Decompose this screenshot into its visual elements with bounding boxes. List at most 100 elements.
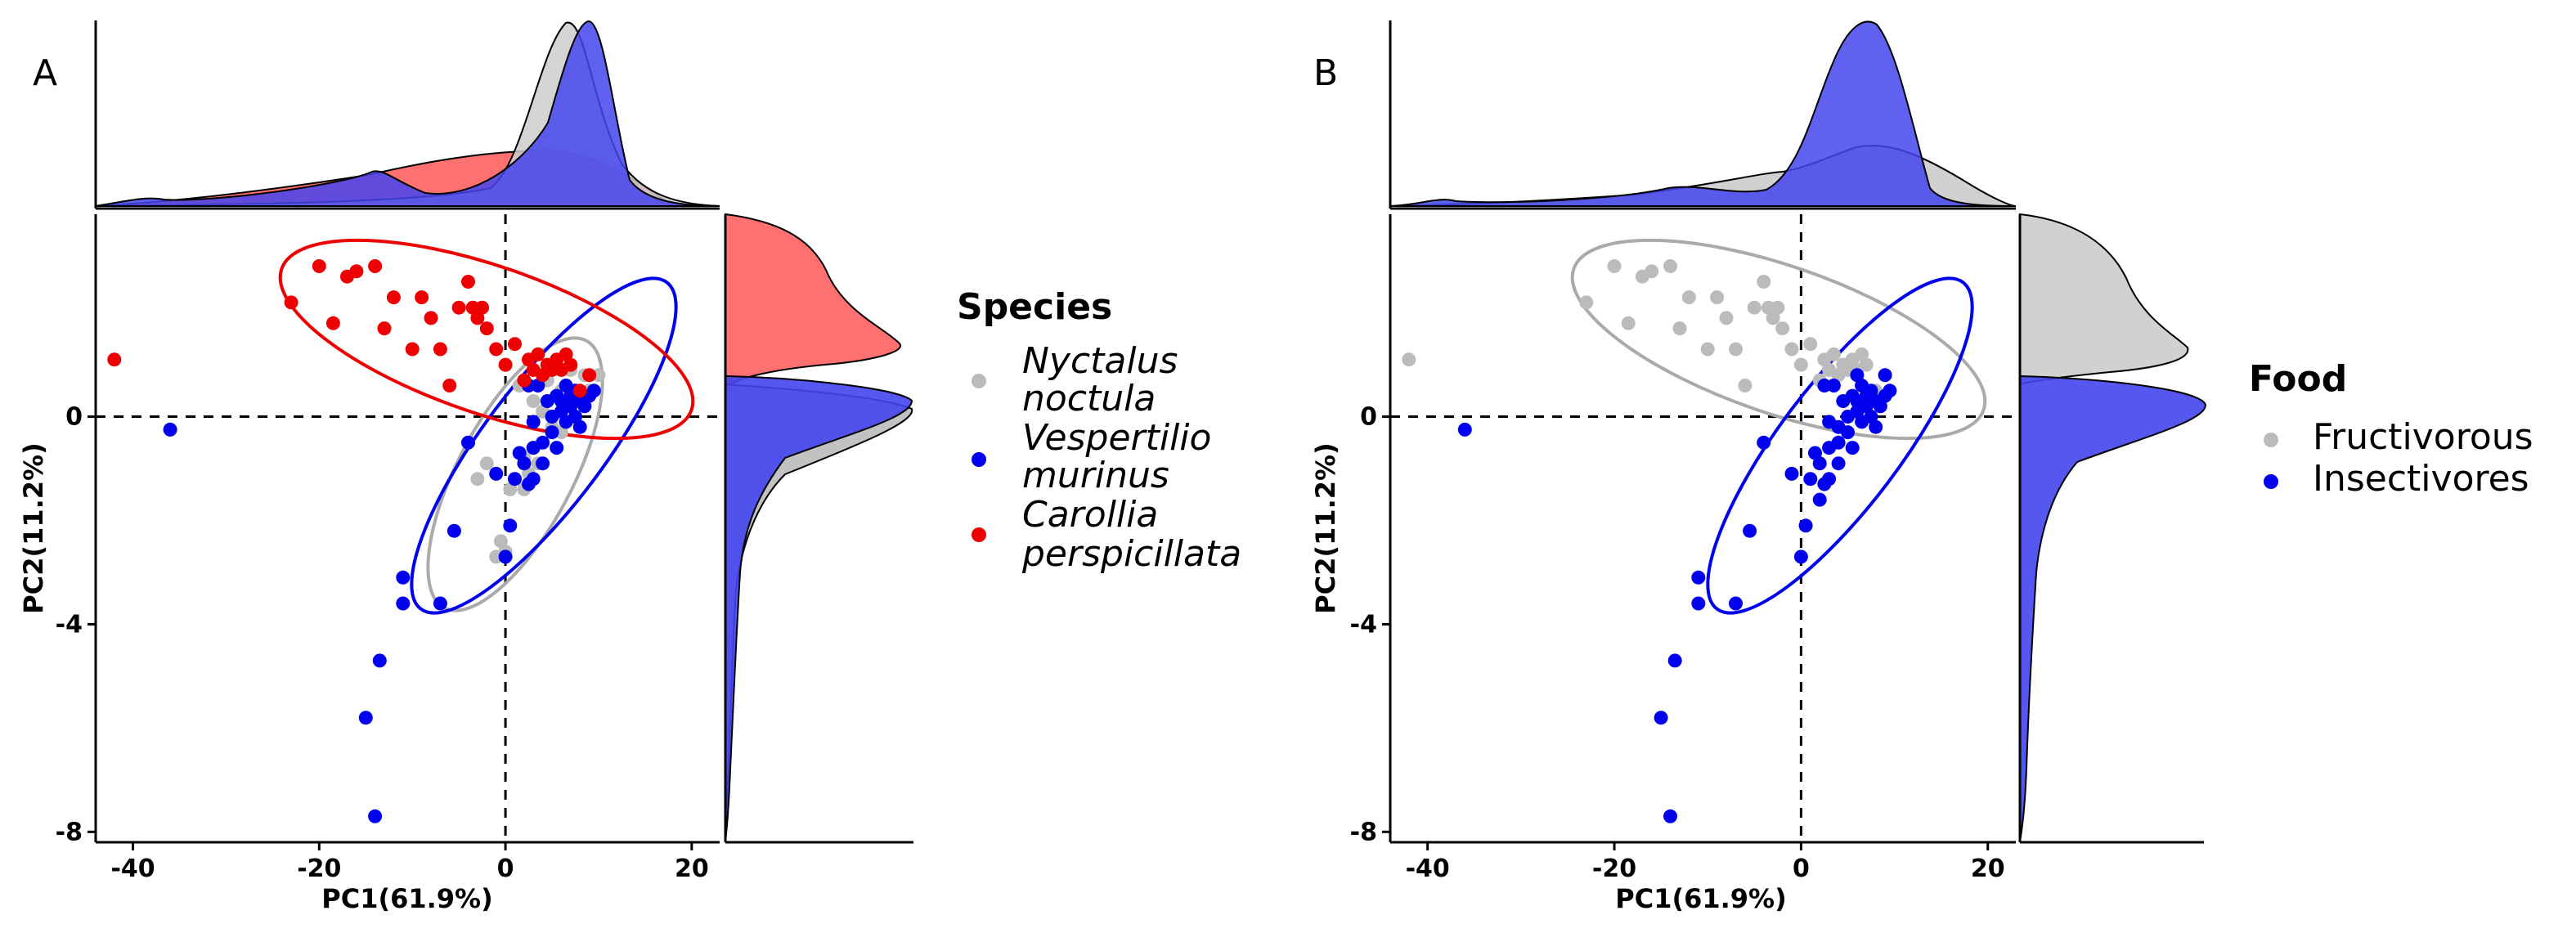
panel-a-point-s0-8 (503, 482, 518, 496)
panel-b-point-s0-14 (1747, 300, 1761, 315)
panel-a-scatter: -40 -20 0 20-8-40 PC1(61.9%) PC2(11.2%) (18, 214, 720, 914)
panel-a-legend: Species Nyctalus noctula Vespertilio mur… (957, 286, 1241, 575)
legend-key-insectivores (2264, 474, 2278, 489)
panel-a-point-s2-1 (284, 295, 298, 310)
panel-b-point-s1-31 (1864, 384, 1878, 398)
panel-b-x-tick-label-0: -40 (1406, 855, 1450, 883)
panel-a-y-tick-label-2: 0 (65, 403, 83, 432)
panel-a-point-s2-9 (405, 342, 420, 357)
panel-b-point-s1-3 (1667, 653, 1682, 668)
panel-a-point-s1-1 (358, 711, 373, 725)
panel-a-point-s2-14 (451, 300, 466, 315)
panel-a-y-axis-title: PC2(11.2%) (18, 442, 49, 613)
panel-a-point-s2-20 (489, 342, 504, 357)
panel-a: A (18, 20, 1241, 914)
panel-b-point-s0-9 (1700, 342, 1715, 357)
panel-a-point-s2-23 (517, 373, 532, 388)
panel-b-point-s0-32 (1855, 347, 1869, 361)
panel-a-point-s0-4 (479, 456, 494, 471)
panel-a-point-s1-5 (396, 596, 411, 611)
panel-a-point-s1-30 (568, 410, 582, 424)
panel-a-x-tick-label-3: 20 (675, 855, 709, 883)
panel-a-point-s1-38 (536, 456, 550, 471)
panel-a-label: A (33, 52, 57, 94)
panel-b-right-density (2018, 213, 2207, 844)
legend-key-vespertilio (972, 452, 986, 467)
panel-b-point-s1-19 (1831, 435, 1846, 450)
panel-b-point-s1-8 (1757, 435, 1771, 450)
panel-a-point-s1-17 (526, 415, 541, 429)
panel-a-point-s2-15 (461, 275, 475, 289)
panel-a-point-s2-5 (349, 264, 364, 279)
panel-b-point-s0-33 (1859, 357, 1874, 372)
panel-b-x-tick-label-3: 20 (1971, 855, 2005, 883)
panel-a-point-s1-11 (503, 518, 518, 533)
panel-a-point-s2-13 (442, 379, 457, 392)
panel-b-point-s0-21 (1793, 357, 1808, 372)
panel-a-point-s0-6 (493, 534, 508, 549)
panel-b-point-s0-2 (1607, 259, 1622, 273)
panel-b-ellipse-fructivorous (1570, 238, 1987, 441)
legend-label-vespertilio-1: Vespertilio (1022, 417, 1211, 459)
panel-b-point-s0-1 (1579, 295, 1594, 310)
panel-b-point-s0-7 (1672, 321, 1687, 336)
panel-b-x-axis-title: PC1(61.9%) (1615, 883, 1786, 914)
panel-a-point-s2-32 (559, 347, 573, 361)
panel-b-point-s1-37 (1822, 472, 1837, 487)
panel-a-point-s1-34 (577, 399, 592, 414)
panel-a-ticks: -40 -20 0 20-8-40 (56, 403, 709, 883)
panel-b-point-s1-38 (1831, 456, 1846, 471)
panel-b-point-s0-15 (1757, 275, 1771, 289)
panel-b-point-s1-1 (1654, 711, 1668, 725)
panel-b-point-s0-3 (1621, 316, 1636, 330)
panel-b-point-s0-22 (1803, 337, 1818, 352)
panel-a-point-s2-17 (470, 311, 485, 325)
panel-b-point-s1-2 (1663, 809, 1677, 823)
panel-b-y-tick-label-2: 0 (1360, 403, 1377, 432)
panel-b-point-s1-14 (1812, 456, 1827, 471)
panel-a-point-s1-33 (572, 419, 587, 434)
panel-b-y-tick-label-1: -4 (1350, 610, 1377, 639)
panel-b-ticks: -40 -20 0 20-8-40 (1350, 403, 2005, 883)
panel-a-point-s1-36 (586, 384, 601, 398)
panel-b-point-s1-39 (1817, 379, 1832, 392)
panel-a-x-tick-label-0: -40 (110, 855, 155, 883)
panel-b-point-s1-9 (1784, 466, 1799, 481)
panel-a-point-s1-3 (372, 653, 387, 668)
panel-b-point-s1-43 (1812, 492, 1827, 507)
panel-a-point-s2-8 (386, 290, 401, 305)
panel-a-point-s2-26 (531, 347, 545, 361)
panel-a-point-s1-9 (489, 466, 504, 481)
panel-b-point-s1-40 (1845, 441, 1860, 455)
panel-b-legend: Food Fructivorous Insectivores (2249, 358, 2533, 500)
legend-key-fructivorous (2264, 433, 2278, 447)
panel-b-top-density-insectivores (1389, 20, 2017, 207)
panel-a-point-s2-22 (508, 337, 522, 352)
panel-a-point-s1-13 (512, 446, 527, 460)
panel-a-point-s2-0 (107, 352, 122, 367)
panel-a-point-s1-6 (433, 596, 447, 611)
panel-a-point-s2-19 (479, 321, 494, 336)
panel-a-right-density-vespertilio (725, 375, 913, 843)
legend-label-insectivores: Insectivores (2313, 458, 2529, 500)
panel-a-point-s2-12 (433, 342, 447, 357)
panel-a-y-tick-label-0: -8 (56, 818, 83, 846)
panel-a-point-s2-35 (582, 368, 597, 383)
panel-a-point-s1-10 (498, 549, 513, 564)
panel-a-point-s2-18 (475, 300, 490, 315)
panel-b-point-s1-36 (1883, 384, 1897, 398)
panel-a-top-density-vespertilio (95, 20, 720, 207)
panel-a-ellipse-carollia (278, 238, 695, 441)
panel-a-right-density (724, 213, 913, 844)
panel-a-point-s1-14 (517, 456, 532, 471)
panel-b: B (1310, 20, 2533, 914)
legend-label-carollia-2: perspicillata (1021, 533, 1241, 575)
panel-a-point-s1-8 (461, 435, 475, 450)
panel-a-point-s2-10 (415, 290, 429, 305)
legend-key-carollia (972, 527, 986, 542)
legend-label-nyctalus-2: noctula (1022, 378, 1156, 419)
panel-b-point-s0-11 (1719, 311, 1734, 325)
panel-b-legend-title: Food (2249, 358, 2347, 400)
panel-b-right-density-insectivores (2019, 375, 2207, 843)
panel-b-point-s1-34 (1873, 399, 1887, 414)
